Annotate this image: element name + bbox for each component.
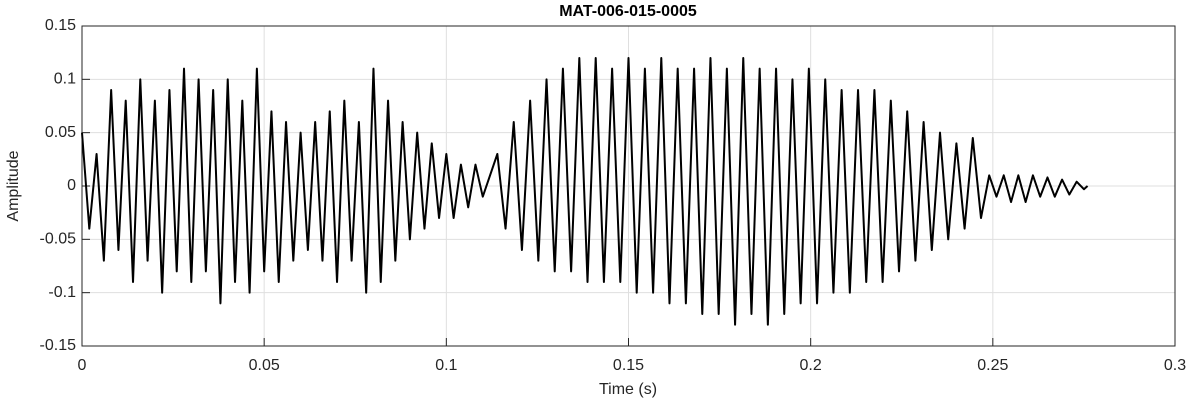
- y-axis-label: Amplitude: [5, 150, 22, 221]
- chart-title: MAT-006-015-0005: [559, 3, 697, 20]
- x-axis-label: Time (s): [599, 381, 657, 398]
- x-tick-label: 0: [78, 357, 87, 374]
- y-tick-label: -0.05: [40, 231, 77, 248]
- plot-frame: [81, 25, 1176, 347]
- y-tick-label: 0: [67, 177, 76, 194]
- y-tick-label: -0.15: [40, 337, 77, 354]
- y-tick-label: -0.1: [48, 284, 76, 301]
- y-tick-label: 0.15: [45, 17, 76, 34]
- x-tick-label: 0.3: [1164, 357, 1186, 374]
- line-series: [81, 57, 1089, 326]
- y-tick-label: 0.05: [45, 124, 76, 141]
- y-tick-label: 0.1: [54, 71, 76, 88]
- x-tick-label: 0.05: [249, 357, 280, 374]
- x-tick-label: 0.2: [800, 357, 822, 374]
- x-tick-label: 0.25: [977, 357, 1008, 374]
- x-tick-label: 0.1: [435, 357, 457, 374]
- x-tick-label: 0.15: [613, 357, 644, 374]
